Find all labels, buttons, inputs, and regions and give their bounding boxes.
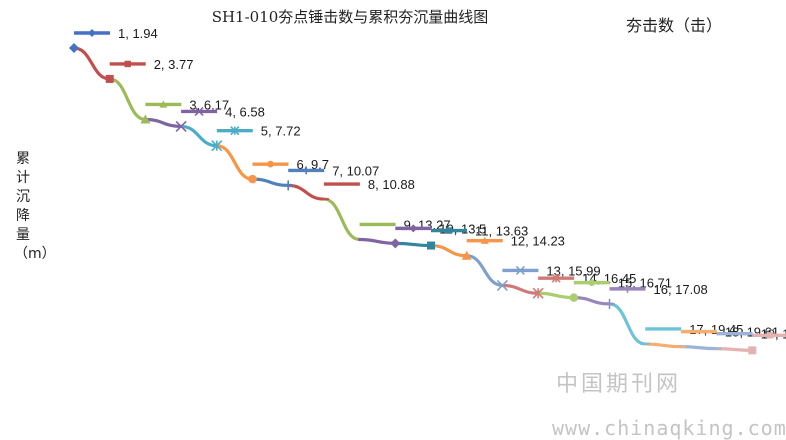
curve-segment-2 bbox=[72, 46, 112, 81]
watermark-site-name: 中国期刊网 bbox=[556, 372, 682, 397]
data-point-20 bbox=[748, 346, 757, 355]
label-key-marker-11 bbox=[445, 227, 453, 234]
curve-segment-8 bbox=[286, 183, 326, 201]
curve-segment-5 bbox=[179, 124, 219, 148]
curve-segment-19 bbox=[679, 345, 719, 351]
curve-segment-14 bbox=[500, 283, 540, 295]
chart-title: SH1-010夯点锤击数与累积夯沉量曲线图 bbox=[211, 8, 489, 26]
data-point-11 bbox=[427, 241, 435, 250]
data-point-16 bbox=[604, 298, 615, 309]
x-axis-title: 夯击数（击） bbox=[626, 16, 723, 35]
data-label-1: 1, 1.94 bbox=[118, 26, 158, 41]
curve-segment-7 bbox=[250, 177, 290, 187]
data-point-6 bbox=[248, 174, 257, 184]
label-key-marker-3 bbox=[159, 100, 168, 108]
label-key-marker-5 bbox=[230, 126, 240, 136]
curve-segment-13 bbox=[465, 254, 504, 288]
label-key-marker-2 bbox=[124, 60, 131, 68]
data-point-13 bbox=[496, 279, 508, 292]
curve-segment-20 bbox=[715, 347, 754, 352]
data-label-5: 5, 7.72 bbox=[261, 124, 301, 139]
label-key-marker-1 bbox=[88, 29, 96, 37]
data-point-4 bbox=[175, 120, 187, 132]
data-label-2: 2, 3.77 bbox=[154, 57, 194, 72]
curve-segment-11 bbox=[393, 241, 433, 248]
curve-segment-3 bbox=[108, 77, 147, 122]
watermark-url: www.chinaqking.com bbox=[552, 416, 786, 440]
data-point-5 bbox=[211, 140, 223, 152]
curve-segment-6 bbox=[215, 144, 255, 181]
data-label-11: 11, 13.63 bbox=[475, 224, 528, 239]
label-key-marker-6 bbox=[267, 160, 274, 168]
curve-segment-9 bbox=[322, 197, 362, 242]
label-key-marker-14 bbox=[551, 273, 561, 283]
label-key-marker-13 bbox=[515, 265, 525, 276]
data-point-1 bbox=[69, 43, 79, 53]
data-point-2 bbox=[105, 74, 114, 83]
label-key-marker-20 bbox=[767, 332, 774, 339]
curve-segment-17 bbox=[607, 302, 647, 346]
curve-segment-15 bbox=[536, 291, 576, 300]
data-point-14 bbox=[532, 287, 544, 299]
curve-segment-16 bbox=[572, 296, 612, 306]
label-key-marker-16 bbox=[623, 284, 632, 293]
data-label-6: 6, 9.7 bbox=[297, 157, 330, 172]
label-key-marker-4 bbox=[194, 106, 204, 116]
data-label-4: 4, 6.58 bbox=[225, 104, 265, 119]
data-point-7 bbox=[283, 180, 294, 191]
label-key-marker-15 bbox=[588, 279, 596, 287]
data-label-7: 7, 10.07 bbox=[332, 163, 379, 178]
curve-segment-10 bbox=[358, 237, 397, 245]
curve-segment-4 bbox=[143, 117, 183, 129]
data-label-12: 12, 14.23 bbox=[511, 234, 565, 249]
data-label-8: 8, 10.88 bbox=[368, 177, 415, 192]
data-point-3 bbox=[140, 114, 151, 124]
data-point-12 bbox=[461, 250, 472, 260]
data-point-15 bbox=[569, 293, 579, 302]
label-key-marker-12 bbox=[480, 236, 489, 244]
data-point-10 bbox=[390, 238, 401, 249]
curve-segment-18 bbox=[643, 342, 683, 349]
data-label-15: 15, 16.71 bbox=[618, 276, 672, 291]
data-label-16: 16, 17.08 bbox=[654, 282, 708, 297]
label-key-marker-7 bbox=[302, 166, 311, 175]
label-key-marker-10 bbox=[409, 224, 418, 233]
data-label-3: 3, 6.17 bbox=[189, 97, 229, 112]
curve-segment-12 bbox=[429, 243, 469, 258]
